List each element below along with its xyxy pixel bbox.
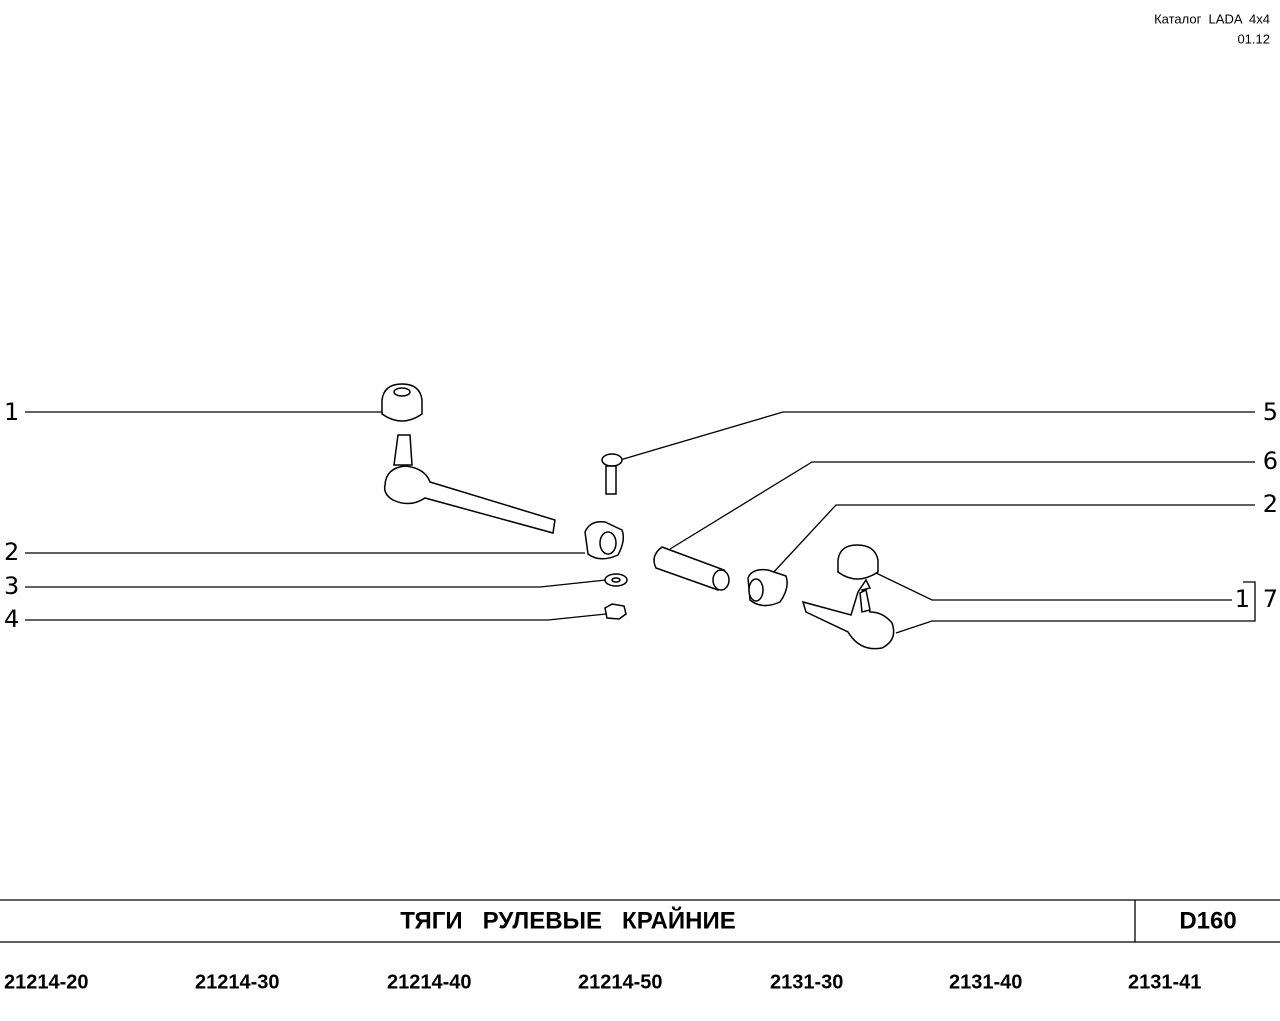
model-code: 2131-30 xyxy=(770,971,843,993)
callout-number: 3 xyxy=(4,572,19,600)
callout-number: 6 xyxy=(1263,447,1278,475)
catalog-date: 01.12 xyxy=(1237,31,1270,46)
page-code: D160 xyxy=(1179,907,1236,934)
callout-number: 2 xyxy=(4,538,19,566)
model-code: 2131-41 xyxy=(1128,971,1201,993)
callout-number: 5 xyxy=(1263,398,1278,426)
catalog-name: Каталог LADA 4x4 xyxy=(1154,11,1270,26)
page-title: ТЯГИ РУЛЕВЫЕ КРАЙНИЕ xyxy=(400,906,736,934)
callout-number: 1 xyxy=(1235,585,1250,613)
model-code: 21214-30 xyxy=(195,971,280,993)
model-code: 21214-40 xyxy=(387,971,472,993)
title-block xyxy=(0,899,1280,943)
callout-number: 1 xyxy=(4,398,19,426)
model-code: 21214-50 xyxy=(578,971,663,993)
callout-number: 4 xyxy=(4,605,19,633)
parts-drawing xyxy=(381,383,895,650)
callout-number: 7 xyxy=(1263,585,1278,613)
model-code: 21214-20 xyxy=(4,971,89,993)
callout-number: 2 xyxy=(1263,490,1278,518)
model-code: 2131-40 xyxy=(949,971,1022,993)
leader-lines xyxy=(25,411,1256,634)
